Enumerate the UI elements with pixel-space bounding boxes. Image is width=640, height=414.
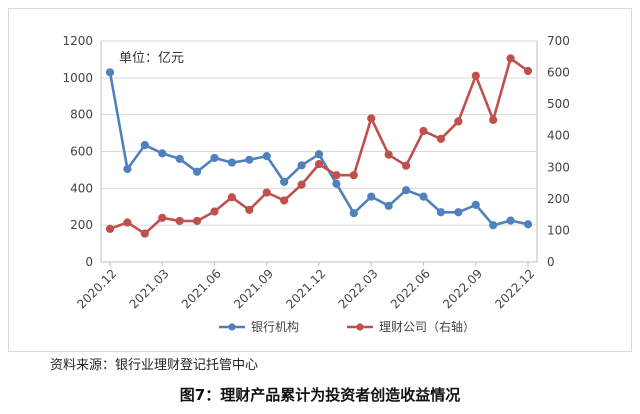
y-right-tick-label: 100 bbox=[547, 223, 570, 237]
data-point bbox=[123, 218, 132, 227]
data-point bbox=[192, 167, 202, 176]
x-tick-label: 2022.09 bbox=[440, 266, 485, 311]
y-left-tick-label: 1200 bbox=[62, 34, 93, 48]
data-point bbox=[471, 200, 480, 210]
data-point bbox=[349, 171, 358, 180]
data-point bbox=[140, 229, 149, 238]
gridlines bbox=[101, 40, 537, 263]
data-point bbox=[419, 192, 428, 201]
y-right-tick-label: 300 bbox=[547, 160, 570, 174]
data-point bbox=[105, 224, 115, 233]
legend-label: 理财公司（右轴） bbox=[379, 319, 475, 334]
legend: 银行机构 理财公司（右轴） bbox=[219, 319, 475, 334]
data-point bbox=[332, 179, 341, 188]
chart-container: 0 200 400 600 800 1000 1200 0 100 200 300 400 500 600… bbox=[8, 8, 632, 352]
series-lines bbox=[105, 54, 533, 238]
y-left-tick-label: 800 bbox=[70, 108, 93, 122]
data-point bbox=[436, 208, 446, 217]
x-tick-label: 2021.09 bbox=[231, 266, 276, 311]
data-point bbox=[314, 150, 324, 159]
y-left-tick-label: 600 bbox=[70, 145, 93, 159]
data-point bbox=[245, 155, 254, 164]
source-note: 资料来源：银行业理财登记托管中心 bbox=[50, 358, 259, 373]
x-tick-label: 2021.03 bbox=[127, 266, 172, 311]
data-point bbox=[332, 171, 341, 180]
legend-label: 银行机构 bbox=[251, 319, 299, 334]
y-right-tick-label: 200 bbox=[547, 192, 570, 206]
data-point bbox=[227, 193, 237, 202]
data-point bbox=[245, 205, 254, 215]
line-chart: 0 200 400 600 800 1000 1200 0 100 200 300 400 500 600… bbox=[62, 34, 569, 334]
y-left-tick-label: 400 bbox=[70, 181, 93, 195]
data-point bbox=[262, 152, 271, 161]
data-point bbox=[506, 54, 515, 63]
data-point bbox=[367, 114, 376, 123]
axes: 0 200 400 600 800 1000 1200 0 100 200 300 400 500 600… bbox=[62, 34, 569, 311]
y-right-tick-label: 0 bbox=[547, 255, 555, 269]
y-left-tick-label: 0 bbox=[85, 255, 93, 269]
data-point bbox=[506, 216, 515, 225]
x-tick-label: 2022.12 bbox=[492, 266, 537, 311]
data-point bbox=[105, 68, 115, 77]
data-point bbox=[489, 221, 498, 230]
x-tick-label: 2022.06 bbox=[388, 266, 433, 311]
y-right-tick-label: 600 bbox=[547, 66, 570, 80]
data-point bbox=[227, 158, 237, 167]
legend-marker bbox=[356, 323, 364, 331]
data-point bbox=[489, 115, 498, 125]
data-point bbox=[454, 208, 463, 217]
x-tick-label: 2021.12 bbox=[283, 266, 328, 311]
data-point bbox=[297, 161, 306, 170]
data-point bbox=[210, 207, 219, 216]
x-tick-label: 2021.06 bbox=[179, 266, 224, 311]
data-point bbox=[280, 177, 289, 186]
data-point bbox=[297, 180, 306, 189]
y-left-tick-label: 200 bbox=[70, 218, 93, 232]
legend-marker bbox=[228, 323, 236, 331]
x-tick-label: 2022.03 bbox=[336, 266, 381, 311]
data-point bbox=[314, 160, 324, 169]
data-point bbox=[175, 154, 184, 163]
data-point bbox=[123, 164, 132, 174]
data-point bbox=[401, 161, 411, 170]
data-point bbox=[192, 216, 202, 226]
y-right-tick-label: 500 bbox=[547, 97, 570, 111]
data-point bbox=[384, 150, 393, 159]
data-point bbox=[419, 126, 428, 136]
data-point bbox=[175, 216, 184, 226]
figure-caption: 图7：理财产品累计为投资者创造收益情况 bbox=[179, 386, 461, 404]
data-point bbox=[471, 71, 480, 80]
y-right-tick-label: 400 bbox=[547, 129, 570, 143]
data-point bbox=[210, 153, 219, 163]
series-line-0 bbox=[108, 72, 529, 227]
data-point bbox=[523, 220, 533, 229]
data-point bbox=[262, 188, 271, 197]
series-line-1 bbox=[109, 57, 529, 235]
data-point bbox=[158, 213, 167, 222]
data-point bbox=[436, 134, 446, 143]
data-point bbox=[401, 186, 411, 195]
data-point bbox=[384, 201, 393, 210]
y-left-tick-label: 1000 bbox=[62, 71, 93, 85]
unit-label: 单位：亿元 bbox=[119, 51, 184, 66]
x-tick-label: 2020.12 bbox=[74, 266, 119, 311]
data-point bbox=[454, 117, 463, 126]
data-point bbox=[523, 66, 533, 76]
y-right-tick-label: 700 bbox=[547, 34, 570, 48]
data-point bbox=[367, 192, 376, 201]
data-point bbox=[280, 196, 289, 205]
data-point bbox=[349, 209, 358, 218]
data-point bbox=[158, 149, 167, 158]
data-point bbox=[140, 140, 149, 150]
